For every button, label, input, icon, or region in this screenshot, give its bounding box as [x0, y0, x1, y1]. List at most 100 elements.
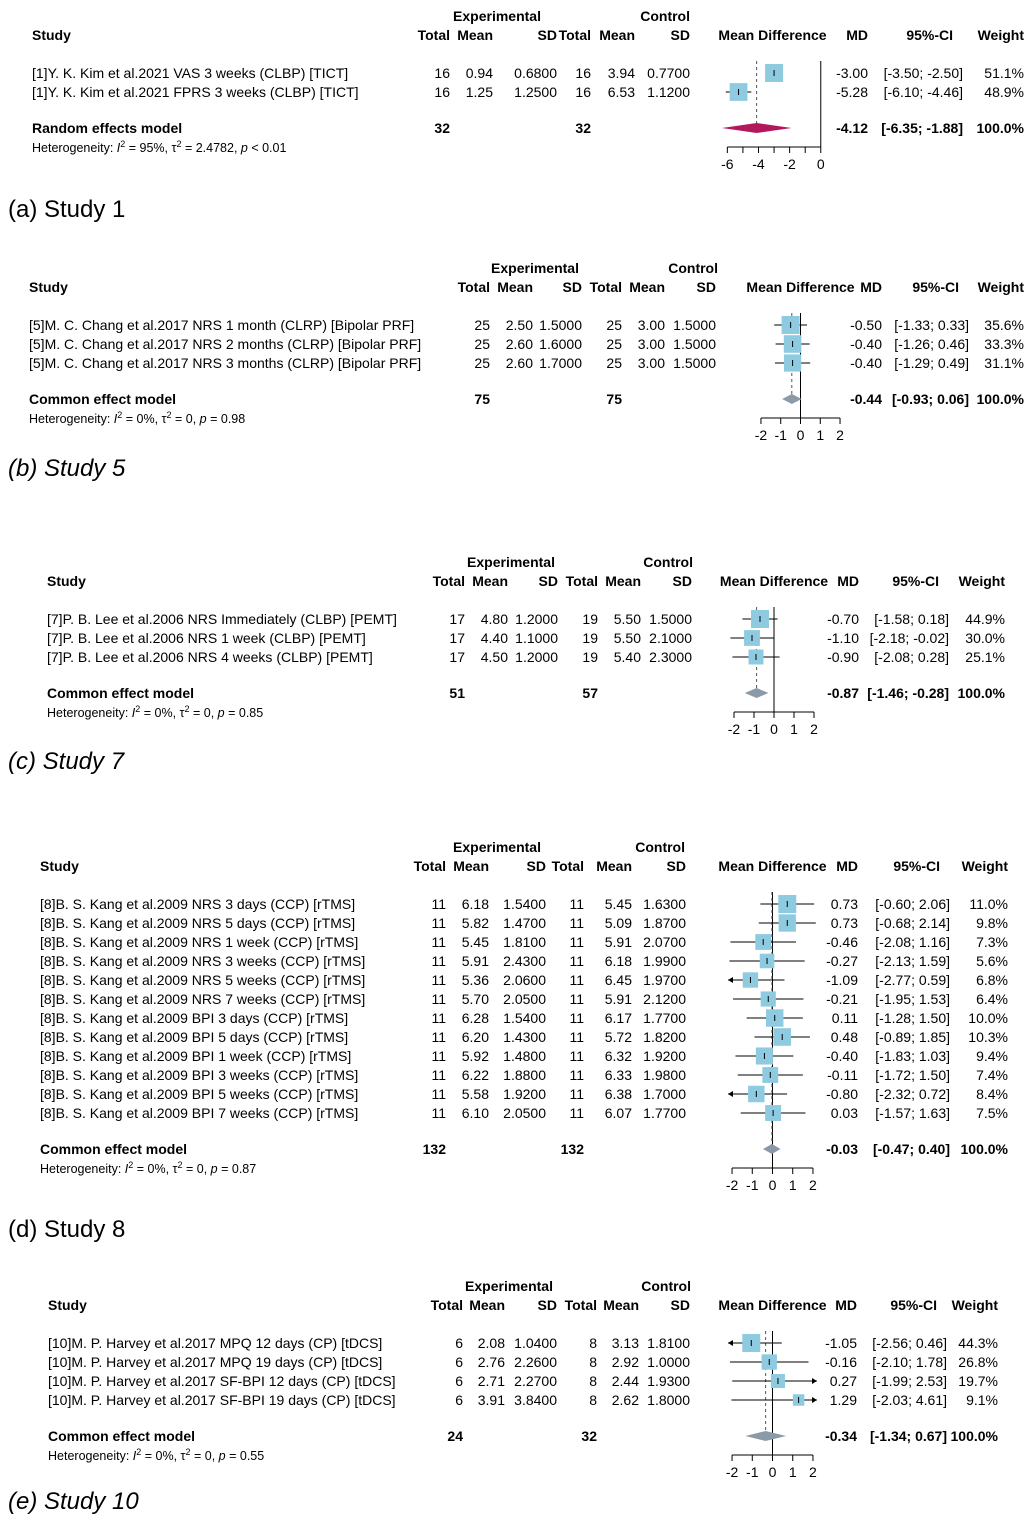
exp-sd-value: 2.2700 — [514, 1373, 557, 1389]
ctl-mean-value: 2.92 — [611, 1354, 639, 1370]
pooled-weight-value: 100.0% — [950, 1428, 998, 1444]
ctl-total-value: 11 — [569, 896, 584, 912]
exp-mean-value: 6.18 — [461, 896, 489, 912]
exp-total-value: 17 — [449, 611, 465, 627]
ctl-total-value: 11 — [569, 934, 584, 950]
ctl-mean-value: 6.07 — [604, 1105, 632, 1121]
ci-value: [-1.72; 1.50] — [875, 1067, 950, 1083]
exp-sd-value: 1.4700 — [503, 915, 546, 931]
exp-sd-value: 1.1000 — [515, 630, 558, 646]
ctl-sd-header: SD — [670, 1297, 690, 1313]
ctl-total-value: 11 — [569, 1048, 584, 1064]
weight-value: 31.1% — [984, 355, 1024, 371]
ctl-sd-value: 1.9700 — [643, 972, 686, 988]
ctl-sd-value: 1.8700 — [643, 915, 686, 931]
exp-sd-header: SD — [562, 279, 582, 295]
weight-column-header: Weight — [958, 573, 1005, 589]
exp-total-value: 11 — [431, 1067, 446, 1083]
ctl-total-value: 25 — [606, 317, 622, 333]
md-value: -3.00 — [836, 65, 868, 81]
exp-total-header: Total — [432, 573, 465, 589]
pooled-ctl-total: 32 — [581, 1428, 597, 1444]
ctl-total-value: 25 — [606, 336, 622, 352]
exp-total-value: 6 — [455, 1354, 463, 1370]
pooled-ci-value: [-6.35; -1.88] — [881, 120, 963, 136]
weight-column-header: Weight — [951, 1297, 998, 1313]
ctl-sd-value: 1.7700 — [643, 1010, 686, 1026]
forest-plot-panel: Experimental Control Study Total Mean SD Total… — [0, 551, 1035, 778]
md-value: 0.48 — [830, 1029, 858, 1045]
exp-sd-value: 1.4300 — [503, 1029, 546, 1045]
study-label: [7]P. B. Lee et al.2006 NRS 1 week (CLBP… — [47, 630, 366, 646]
ctl-sd-value: 1.6300 — [643, 896, 686, 912]
exp-mean-value: 5.82 — [461, 915, 489, 931]
ci-value: [-0.60; 2.06] — [875, 896, 950, 912]
ctl-total-value: 11 — [569, 1067, 584, 1083]
study-column-header: Study — [40, 858, 79, 874]
md-value: -0.80 — [826, 1086, 858, 1102]
weight-value: 9.4% — [976, 1048, 1008, 1064]
ctl-mean-value: 5.50 — [613, 611, 641, 627]
ctl-mean-value: 5.45 — [604, 896, 632, 912]
ci-column-header: 95%-CI — [912, 279, 959, 295]
x-axis-tick-label: -6 — [721, 156, 734, 172]
ci-value: [-2.18; -0.02] — [869, 630, 949, 646]
ctl-mean-value: 2.62 — [611, 1392, 639, 1408]
heterogeneity-statistics: Heterogeneity: I2 = 0%, τ2 = 0, p = 0.85 — [47, 704, 264, 721]
exp-mean-value: 5.91 — [461, 953, 489, 969]
ctl-sd-value: 1.9800 — [643, 1067, 686, 1083]
md-value: -0.40 — [850, 336, 882, 352]
exp-sd-value: 1.8100 — [503, 934, 546, 950]
ctl-mean-value: 6.53 — [607, 84, 635, 100]
ctl-mean-value: 5.40 — [613, 649, 641, 665]
md-value: -0.50 — [850, 317, 882, 333]
md-column-header: MD — [860, 279, 882, 295]
ctl-sd-value: 2.1200 — [643, 991, 686, 1007]
ctl-total-value: 11 — [569, 915, 584, 931]
study-label: [10]M. P. Harvey et al.2017 MPQ 12 days … — [48, 1335, 383, 1351]
ctl-mean-value: 5.91 — [604, 991, 632, 1007]
ctl-mean-value: 3.00 — [637, 355, 665, 371]
exp-total-value: 6 — [455, 1335, 463, 1351]
exp-mean-header: Mean — [497, 279, 533, 295]
study-label: [8]B. S. Kang et al.2009 BPI 7 weeks (CC… — [40, 1105, 359, 1121]
md-column-header: MD — [837, 573, 859, 589]
ctl-total-value: 16 — [575, 65, 591, 81]
ctl-mean-value: 3.00 — [637, 336, 665, 352]
control-group-header: Control — [641, 1278, 691, 1294]
experimental-group-header: Experimental — [491, 260, 579, 276]
exp-sd-value: 2.4300 — [503, 953, 546, 969]
study-label: [7]P. B. Lee et al.2006 NRS 4 weeks (CLB… — [47, 649, 373, 665]
study-label: [8]B. S. Kang et al.2009 BPI 5 days (CCP… — [40, 1029, 349, 1045]
exp-sd-value: 1.5400 — [503, 896, 546, 912]
pooled-weight-value: 100.0% — [976, 391, 1024, 407]
forest-plot-graphic: -2 -1 0 1 2 — [728, 607, 818, 737]
panel-caption: (d) Study 8 — [8, 1216, 126, 1243]
exp-sd-value: 2.2600 — [514, 1354, 557, 1370]
ctl-sd-value: 1.8000 — [647, 1392, 690, 1408]
ci-arrow-right — [812, 1397, 817, 1403]
exp-mean-value: 5.45 — [461, 934, 489, 950]
heterogeneity-statistics: Heterogeneity: I2 = 95%, τ2 = 2.4782, p … — [32, 139, 287, 156]
ctl-mean-value: 3.00 — [637, 317, 665, 333]
mean-difference-header: Mean Difference — [718, 858, 827, 874]
ctl-sd-value: 1.8100 — [647, 1335, 690, 1351]
ci-column-header: 95%-CI — [893, 858, 940, 874]
pooled-exp-total: 51 — [449, 685, 465, 701]
x-axis-tick-label: -2 — [755, 427, 768, 443]
x-axis-tick-label: 0 — [817, 156, 825, 172]
ctl-sd-value: 1.9900 — [643, 953, 686, 969]
study-column-header: Study — [48, 1297, 87, 1313]
ctl-mean-value: 6.18 — [604, 953, 632, 969]
exp-mean-value: 5.36 — [461, 972, 489, 988]
forest-plot-graphic: -2 -1 0 1 2 — [726, 1331, 817, 1480]
ci-value: [-1.95; 1.53] — [875, 991, 950, 1007]
md-value: -0.46 — [826, 934, 858, 950]
exp-sd-value: 1.5000 — [539, 317, 582, 333]
exp-total-value: 25 — [474, 355, 490, 371]
ctl-mean-header: Mean — [603, 1297, 639, 1313]
ci-value: [-0.89; 1.85] — [875, 1029, 950, 1045]
md-value: 0.03 — [830, 1105, 858, 1121]
mean-difference-header: Mean Difference — [718, 27, 827, 43]
heterogeneity-statistics: Heterogeneity: I2 = 0%, τ2 = 0, p = 0.55 — [48, 1447, 265, 1464]
